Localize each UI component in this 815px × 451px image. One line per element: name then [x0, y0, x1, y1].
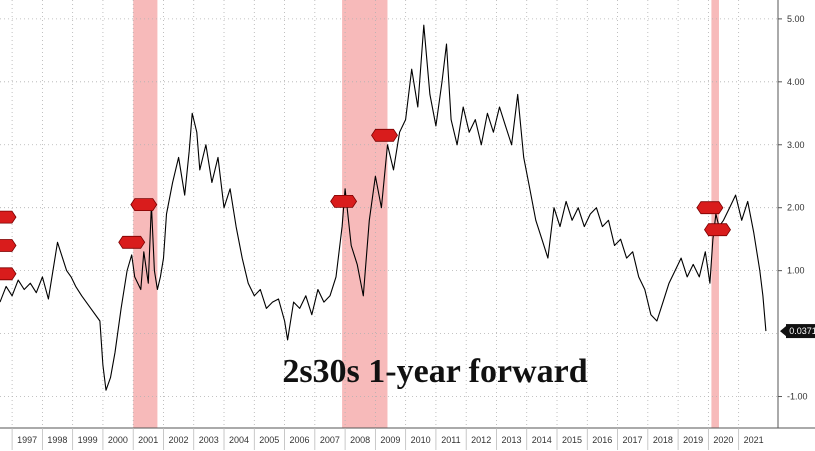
x-tick-label-18: 2015 [562, 435, 582, 445]
event-marker-2 [0, 267, 17, 281]
x-tick-label-19: 2016 [592, 435, 612, 445]
x-tick-label-17: 2014 [532, 435, 552, 445]
x-tick-label-22: 2019 [683, 435, 703, 445]
x-tick-label-7: 2004 [229, 435, 249, 445]
y-tick-label-5: -1.00 [787, 392, 808, 402]
x-tick-label-5: 2002 [168, 435, 188, 445]
y-tick-label-4: 1.00 [787, 266, 805, 276]
y-tick-label-2: 3.00 [787, 140, 805, 150]
x-tick-label-24: 2021 [744, 435, 764, 445]
x-tick-label-23: 2020 [713, 435, 733, 445]
x-tick-label-20: 2017 [623, 435, 643, 445]
event-marker-6 [371, 128, 398, 142]
x-tick-label-2: 1999 [78, 435, 98, 445]
x-tick-label-15: 2012 [471, 435, 491, 445]
grid-lines [0, 0, 778, 428]
event-marker-7 [696, 201, 724, 215]
chart-title: 2s30s 1-year forward [282, 353, 587, 390]
x-tick-label-9: 2006 [290, 435, 310, 445]
x-tick-label-21: 2018 [653, 435, 673, 445]
x-tick-label-4: 2001 [138, 435, 158, 445]
x-tick-label-3: 2000 [108, 435, 128, 445]
y-axis: 5.00 4.00 3.00 2.00 1.00 -1.00 [777, 0, 808, 428]
series-line-0 [0, 24, 767, 391]
event-marker-5 [330, 194, 358, 208]
last-value-tag: 0.0371 [780, 324, 815, 339]
y-tick-label-3: 2.00 [787, 203, 805, 213]
x-tick-label-14: 2011 [441, 435, 460, 445]
last-value-box [786, 324, 815, 339]
y-tick-label-0: 5.00 [787, 14, 805, 24]
x-tick-label-11: 2008 [350, 435, 370, 445]
x-tick-label-16: 2013 [501, 435, 521, 445]
x-tick-label-13: 2010 [411, 435, 431, 445]
x-tick-label-0: 1997 [17, 435, 37, 445]
last-value-label: 0.0371 [789, 326, 815, 336]
x-tick-label-6: 2003 [199, 435, 219, 445]
event-marker-1 [0, 239, 17, 252]
shaded-period-0 [133, 0, 158, 428]
event-marker-4 [130, 198, 158, 212]
event-marker-3 [118, 235, 146, 249]
shaded-period-1 [342, 0, 388, 428]
x-tick-label-1: 1998 [47, 435, 67, 445]
x-tick-label-10: 2007 [320, 435, 340, 445]
event-markers [0, 128, 731, 281]
x-tick-label-8: 2005 [259, 435, 279, 445]
event-marker-8 [704, 223, 731, 237]
series-lines [0, 24, 767, 391]
y-tick-label-1: 4.00 [787, 77, 805, 87]
last-value-pointer [780, 326, 786, 337]
x-axis: 1997 1998 1999 2000 2001 2002 2003 2004 2005 2006… [0, 427, 815, 450]
x-tick-label-12: 2009 [380, 435, 400, 445]
event-marker-0 [0, 210, 17, 224]
